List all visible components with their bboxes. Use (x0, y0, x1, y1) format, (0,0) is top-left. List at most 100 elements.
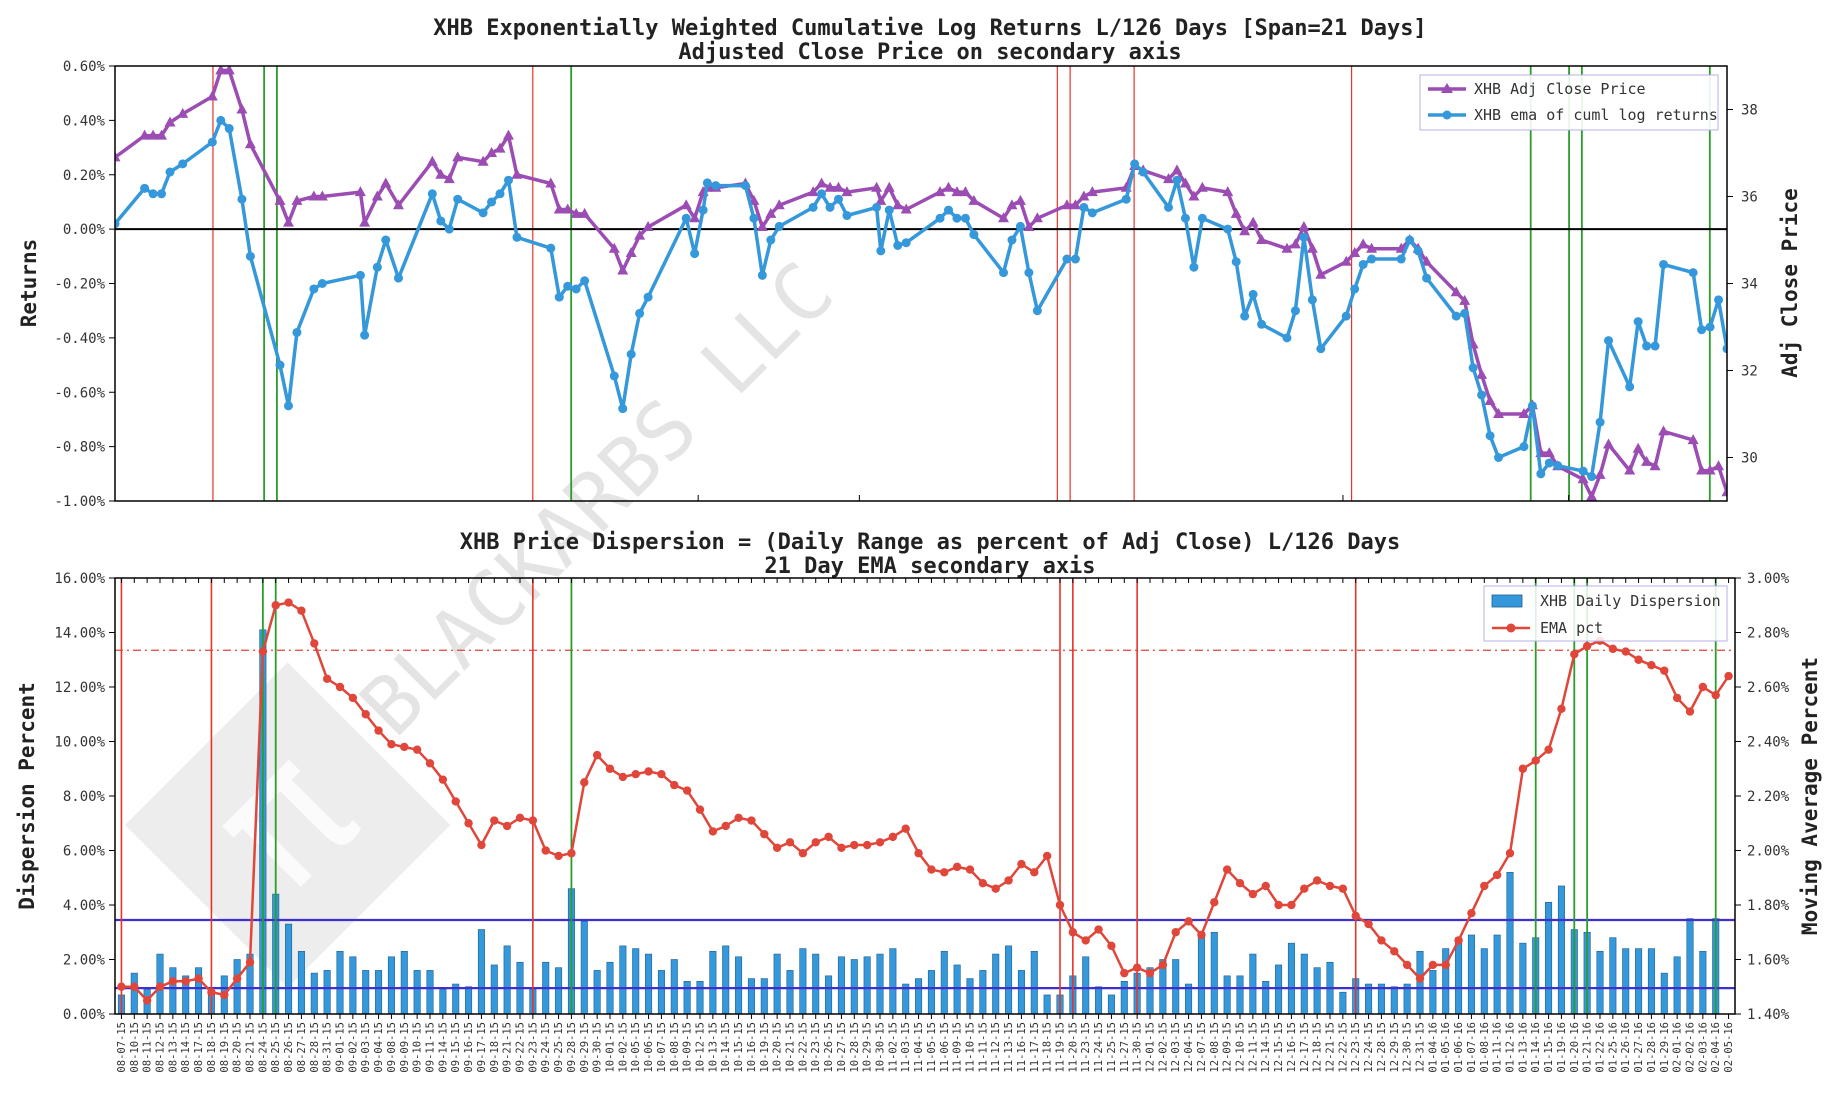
ema-returns-point (1367, 254, 1377, 264)
price-point (494, 142, 506, 153)
ema-returns-point (1299, 232, 1309, 242)
bottom-x-tick-label: 09-10-15 (412, 1022, 424, 1073)
ema-returns-point (1544, 458, 1554, 468)
bottom-x-tick-label: 12-17-15 (1299, 1022, 1311, 1073)
dispersion-bar (722, 945, 730, 1014)
price-point (968, 194, 980, 205)
ema-returns-point (580, 276, 590, 286)
ema-returns-point (952, 213, 962, 223)
legend-price-label: XHB Adj Close Price (1474, 80, 1646, 98)
bottom-x-tick-label: 09-08-15 (386, 1022, 398, 1073)
bottom-x-tick-label: 12-08-15 (1209, 1022, 1221, 1073)
ema-pct-point (541, 846, 550, 855)
ema-returns-point (774, 221, 784, 231)
ema-returns-point (292, 327, 302, 337)
top-y-tick-label: -0.60% (54, 385, 105, 401)
dispersion-bar (1699, 951, 1707, 1014)
top-y2-tick-label: 38 (1741, 103, 1758, 119)
ema-returns-point (1519, 442, 1529, 452)
bottom-x-tick-label: 01-12-16 (1505, 1022, 1517, 1073)
bottom-y-axis-label: Dispersion Percent (15, 682, 39, 910)
ema-pct-point (1518, 764, 1528, 773)
dispersion-bar (876, 953, 884, 1014)
bottom-y-tick-label: 14.00% (54, 626, 105, 642)
dispersion-bar (1673, 956, 1681, 1014)
ema-pct-point (1364, 919, 1373, 929)
ema-returns-point (1282, 333, 1292, 343)
bottom-x-tick-label: 10-05-15 (630, 1022, 642, 1073)
price-point (579, 207, 591, 218)
ema-pct-point (528, 816, 538, 825)
dispersion-bar (837, 956, 845, 1014)
price-point (1340, 255, 1352, 266)
dispersion-bar (915, 978, 923, 1014)
top-plot-frame (114, 65, 1728, 502)
ema-pct-point (1505, 849, 1515, 858)
dispersion-bar (323, 970, 331, 1014)
ema-pct-point (862, 840, 872, 850)
bottom-x-tick-label: 08-11-15 (142, 1022, 154, 1073)
bottom-x-tick-label: 01-07-16 (1466, 1022, 1478, 1073)
bottom-x-tick-label: 09-29-15 (579, 1022, 591, 1073)
bottom-x-tick-label: 08-25-15 (270, 1022, 282, 1073)
bottom-y2-tick-label: 1.40% (1747, 1007, 1790, 1023)
ema-returns-point (275, 360, 285, 370)
dispersion-bar (593, 970, 601, 1014)
bottom-x-tick-label: 09-30-15 (592, 1022, 604, 1073)
ema-returns-point (757, 270, 767, 280)
ema-pct-point (451, 797, 460, 806)
ema-returns-point (1240, 311, 1250, 321)
ema-returns-point (140, 183, 150, 193)
top-y-tick-label: 0.60% (63, 59, 106, 75)
ema-returns-point (626, 349, 636, 359)
price-point (1493, 408, 1505, 418)
ema-returns-point (487, 197, 497, 207)
bottom-x-tick-label: 01-11-16 (1492, 1022, 1504, 1073)
watermark: π BLACKARBS LLC (125, 245, 851, 988)
price-point (291, 194, 303, 205)
ema-returns-point (317, 279, 327, 288)
ema-pct-point (1248, 889, 1258, 899)
dispersion-bar (169, 967, 177, 1014)
ema-pct-point (1017, 859, 1026, 869)
bottom-x-tick-label: 01-05-16 (1440, 1022, 1452, 1073)
ema-returns-point (444, 224, 454, 234)
bottom-x-tick-label: 11-25-15 (1106, 1022, 1118, 1073)
ema-returns-point (1223, 224, 1233, 234)
bottom-x-tick-label: 01-19-16 (1556, 1022, 1568, 1073)
bottom-x-tick-label: 12-07-15 (1196, 1022, 1208, 1073)
bottom-x-tick-label: 11-23-15 (1080, 1022, 1092, 1073)
dispersion-bar (1622, 948, 1630, 1014)
bottom-x-tick-label: 01-20-16 (1569, 1022, 1581, 1073)
price-series (115, 66, 1727, 501)
ema-returns-point (1536, 469, 1546, 479)
ema-pct-point (734, 813, 743, 822)
price-point (951, 186, 963, 197)
bottom-x-tick-label: 11-19-15 (1055, 1022, 1067, 1073)
dispersion-bar (1480, 948, 1488, 1014)
price-point (892, 199, 904, 210)
price-point (1086, 186, 1098, 197)
dispersion-bar (1185, 983, 1193, 1014)
dispersion-bar (940, 951, 948, 1014)
dispersion-bar (130, 972, 138, 1014)
price-point (1188, 190, 1200, 201)
price-point (511, 168, 523, 179)
ema-pct-point (464, 819, 473, 828)
bottom-x-tick-label: 12-28-15 (1376, 1022, 1388, 1073)
ema-pct-point (412, 745, 422, 754)
price-point (1247, 216, 1259, 227)
dispersion-bar (233, 959, 241, 1014)
ema-returns-point (1587, 472, 1597, 482)
ema-returns-point (1659, 259, 1669, 269)
dispersion-bar (1262, 980, 1270, 1014)
ema-returns-point (1413, 246, 1423, 256)
ema-pct-point (824, 832, 833, 842)
price-point (1061, 199, 1073, 210)
bottom-x-tick-label: 08-31-15 (322, 1022, 334, 1073)
price-point (177, 107, 189, 118)
dispersion-bar (1210, 931, 1218, 1014)
ema-returns-point (165, 167, 175, 177)
price-point (274, 194, 286, 205)
ema-pct-point (502, 821, 512, 831)
